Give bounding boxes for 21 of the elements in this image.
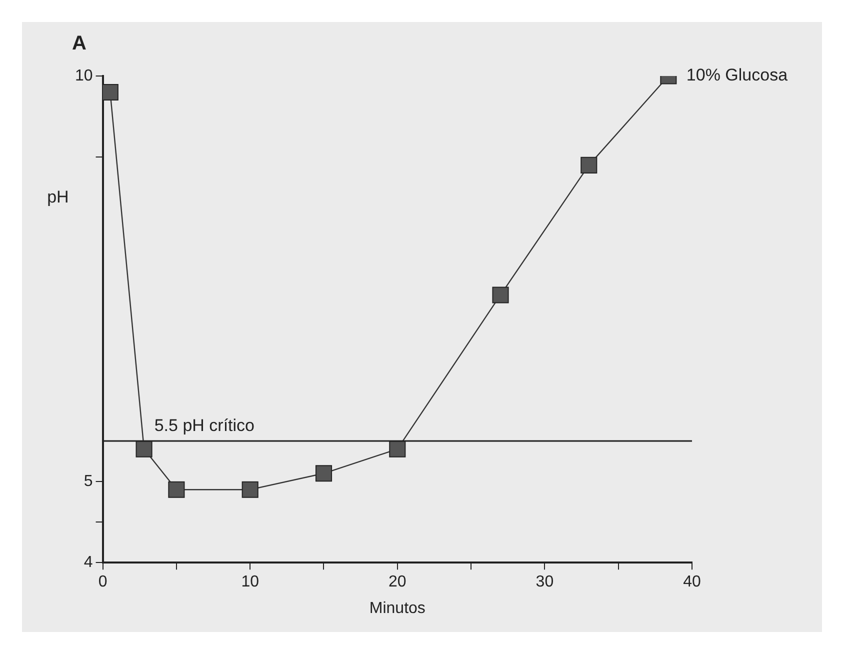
x-tick-label: 0: [98, 574, 108, 591]
series-label: 10% Glucosa: [686, 66, 788, 85]
y-axis-title: pH: [47, 187, 69, 206]
y-tick-label: 5: [84, 472, 93, 490]
point: [168, 481, 185, 498]
x-tick-label: 20: [388, 574, 406, 591]
point: [102, 84, 118, 100]
x-tick-label: 30: [536, 574, 554, 591]
point: [580, 156, 598, 174]
chart-title: A: [72, 32, 86, 55]
point: [389, 440, 406, 458]
y-tick-label: 4: [84, 554, 93, 572]
point: [242, 481, 258, 498]
ref-line-label: 5.5 pH crítico: [154, 416, 255, 436]
point: [315, 465, 332, 482]
point: [136, 440, 152, 458]
x-tick-label: 40: [683, 574, 701, 591]
x-tick-label: 10: [241, 574, 260, 591]
x-axis-title: Minutos: [369, 600, 426, 617]
point: [492, 286, 509, 304]
y-tick-label: 10: [75, 67, 93, 84]
